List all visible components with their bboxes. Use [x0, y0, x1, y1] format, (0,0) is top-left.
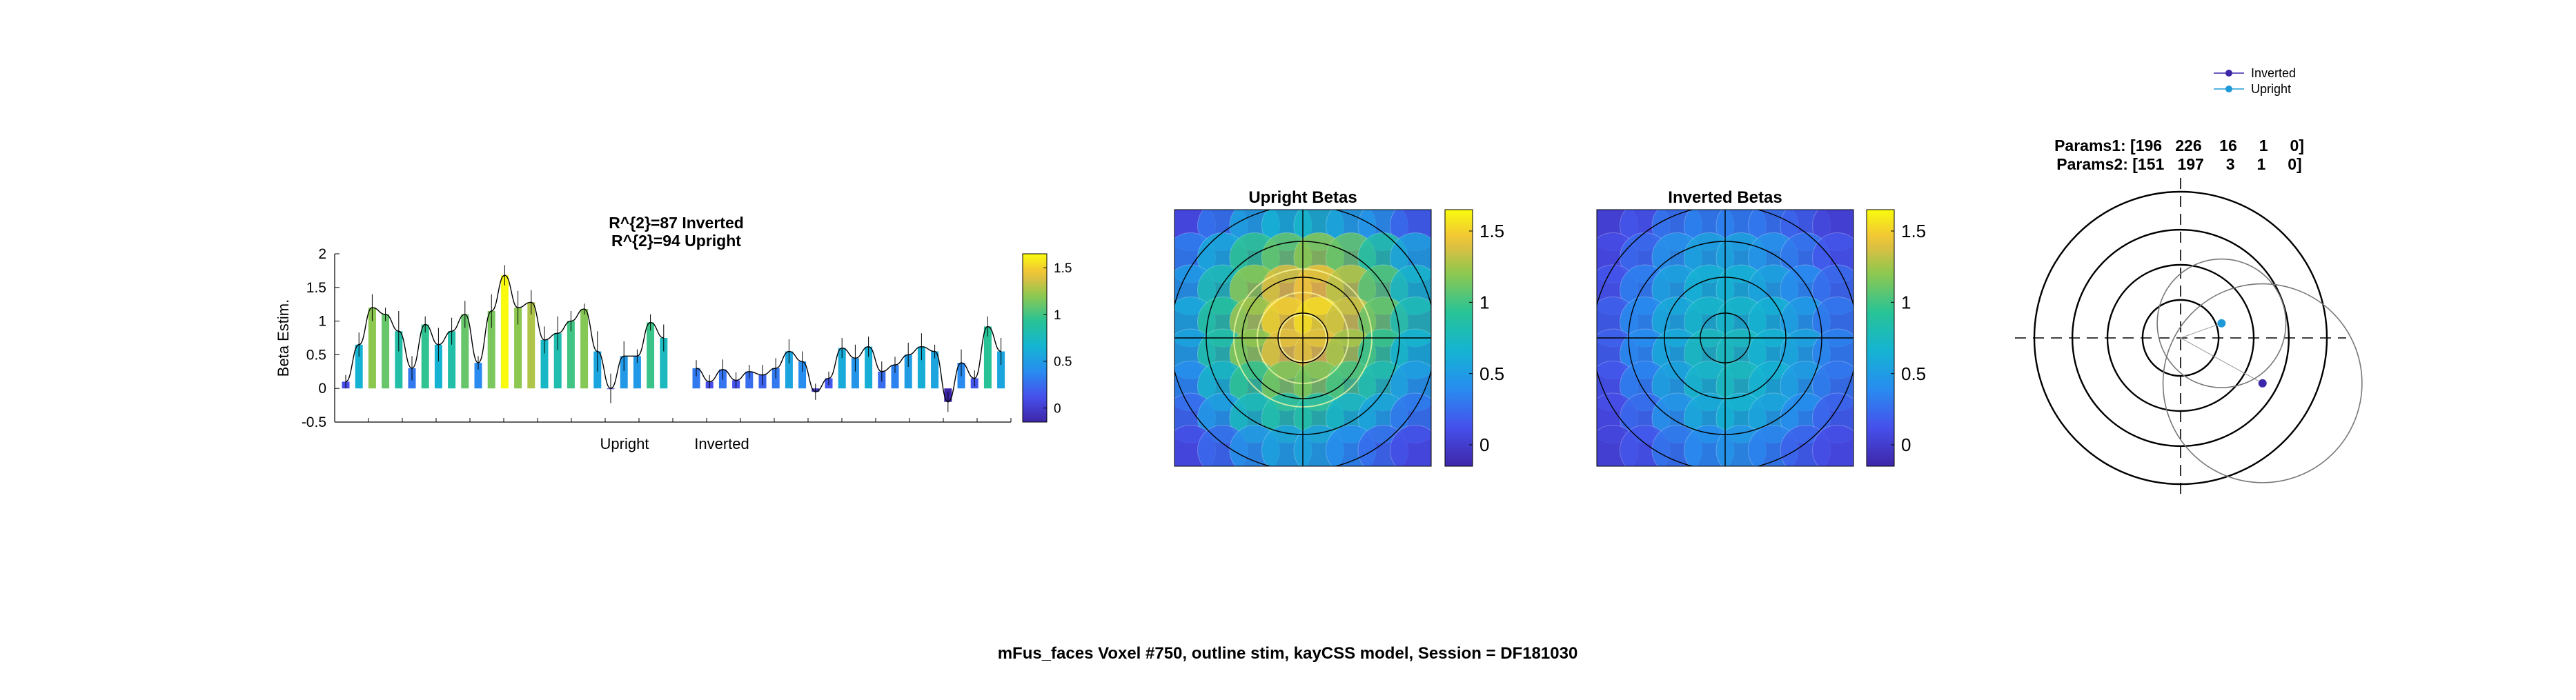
y-tick-label: 1	[318, 314, 326, 330]
y-tick-label: 0	[318, 381, 326, 397]
bar-upright	[395, 331, 403, 389]
bar-upright	[647, 322, 655, 389]
upright-betas-map	[1174, 209, 1432, 467]
legend-marker-upright	[2225, 86, 2232, 92]
bar-upright	[553, 333, 562, 389]
bar-inverted	[851, 358, 859, 389]
upright-betas-colorbar: 1.5 1 0.5 0	[1444, 209, 1504, 467]
bar-inverted	[745, 371, 754, 389]
bar-chart-axes: 2 1.5 1 0.5 0 -0.5	[302, 246, 1012, 430]
bar-inverted	[838, 348, 846, 389]
bar-chart-title-line-1: R^{2}=87 Inverted	[609, 214, 744, 232]
bar-inverted	[997, 351, 1005, 389]
bar-inverted	[917, 346, 925, 389]
bar-upright	[580, 309, 589, 389]
bar-upright	[461, 314, 469, 389]
heatmap-content	[1174, 210, 1431, 466]
model-fit-line	[345, 274, 664, 389]
params1-line: Params1: [196 226 16 1 0]	[2054, 137, 2304, 154]
prf-legend: Inverted Upright	[2214, 66, 2296, 96]
heatmap-content	[1597, 210, 1854, 466]
colorbar-tick-label: 0.5	[1054, 355, 1072, 370]
beta-bar-chart: R^{2}=87 Inverted R^{2}=94 Upright 21.51…	[275, 214, 1072, 452]
prf-center-inverted	[2258, 379, 2267, 388]
model-fit-line	[696, 326, 1001, 403]
colorbar-tick-label: 0	[1054, 401, 1061, 416]
bar-chart-bars	[342, 265, 1005, 412]
colorbar-tick-label: 1	[1901, 292, 1911, 312]
params2-line: Params2: [151 197 3 1 0]	[2056, 155, 2301, 173]
prf-center-line	[2180, 323, 2222, 339]
prf-size-circle	[2156, 258, 2287, 388]
heatmap-cell	[1389, 424, 1431, 466]
bar-inverted	[785, 351, 793, 389]
colorbar-tick-label: 1	[1054, 308, 1061, 323]
colorbar-bar	[1866, 209, 1895, 467]
bar-upright	[434, 344, 442, 389]
upright-betas-panel: Upright Betas 1.5 1 0.5 0	[1174, 188, 1504, 467]
bar-chart-colorbar: 1.5 1 0.5 0	[1022, 253, 1072, 423]
bar-inverted	[891, 365, 899, 389]
prf-size-circle	[2162, 283, 2363, 483]
bar-upright	[355, 344, 363, 389]
bar-inverted	[692, 368, 700, 389]
figure-suptitle: mFus_faces Voxel #750, outline stim, kay…	[998, 644, 1578, 663]
bar-upright	[368, 308, 376, 389]
legend-marker-inverted	[2225, 70, 2232, 77]
y-tick-label: 1.5	[306, 280, 326, 296]
inverted-betas-panel: Inverted Betas 1.5 1 0.5 0	[1596, 188, 1926, 467]
prf-polar-plot	[2015, 178, 2363, 498]
inverted-betas-colorbar: 1.5 1 0.5 0	[1866, 209, 1926, 467]
prf-center-upright	[2217, 319, 2226, 328]
colorbar-tick-label: 0	[1901, 434, 1911, 455]
heatmap-cell	[1811, 424, 1854, 466]
bar-inverted	[983, 326, 992, 389]
colorbar-tick-label: 1.5	[1054, 261, 1072, 276]
bar-upright	[421, 324, 429, 389]
bar-chart-xlabel-inverted: Inverted	[694, 435, 749, 452]
bar-chart-xlabel-upright: Upright	[600, 435, 649, 452]
bar-upright	[633, 356, 641, 389]
bar-upright	[474, 363, 482, 389]
bar-upright	[660, 338, 668, 389]
bar-upright	[527, 302, 535, 389]
colorbar-tick-label: 0	[1479, 434, 1489, 455]
inverted-betas-title: Inverted Betas	[1668, 188, 1782, 207]
heatmap-frame	[1174, 209, 1432, 467]
bar-upright	[540, 339, 549, 389]
legend-label-inverted: Inverted	[2251, 66, 2296, 80]
prf-polar-panel: Params1: [196 226 16 1 0] Params2: [151 …	[2015, 66, 2363, 498]
bar-upright	[500, 275, 509, 389]
bar-inverted	[865, 346, 873, 389]
heatmap-frame	[1596, 209, 1854, 467]
bar-upright	[514, 308, 522, 389]
legend-label-upright: Upright	[2251, 82, 2291, 96]
colorbar-tick-label: 1	[1479, 292, 1489, 312]
colorbar-tick-label: 1.5	[1901, 221, 1926, 241]
bar-upright	[382, 314, 390, 389]
colorbar-bar	[1444, 209, 1473, 467]
bar-inverted	[931, 351, 939, 389]
bar-chart-ylabel: Beta Estim.	[275, 299, 292, 377]
inverted-betas-map	[1596, 209, 1854, 467]
bar-chart-title-line-2: R^{2}=94 Upright	[611, 232, 741, 250]
bar-upright	[448, 331, 456, 389]
prf-center-line	[2180, 337, 2263, 384]
upright-betas-title: Upright Betas	[1248, 188, 1357, 207]
bar-upright	[567, 321, 575, 389]
colorbar-tick-label: 0.5	[1901, 363, 1926, 384]
y-tick-label: 0.5	[306, 347, 326, 363]
colorbar-tick-label: 1.5	[1479, 221, 1504, 241]
bar-upright	[487, 310, 495, 389]
y-tick-label: -0.5	[302, 414, 326, 430]
bar-upright	[620, 356, 628, 389]
colorbar-bar	[1022, 253, 1048, 423]
y-tick-label: 2	[318, 246, 326, 262]
colorbar-tick-label: 0.5	[1479, 363, 1504, 384]
bar-inverted	[798, 361, 807, 389]
bar-inverted	[904, 354, 912, 389]
